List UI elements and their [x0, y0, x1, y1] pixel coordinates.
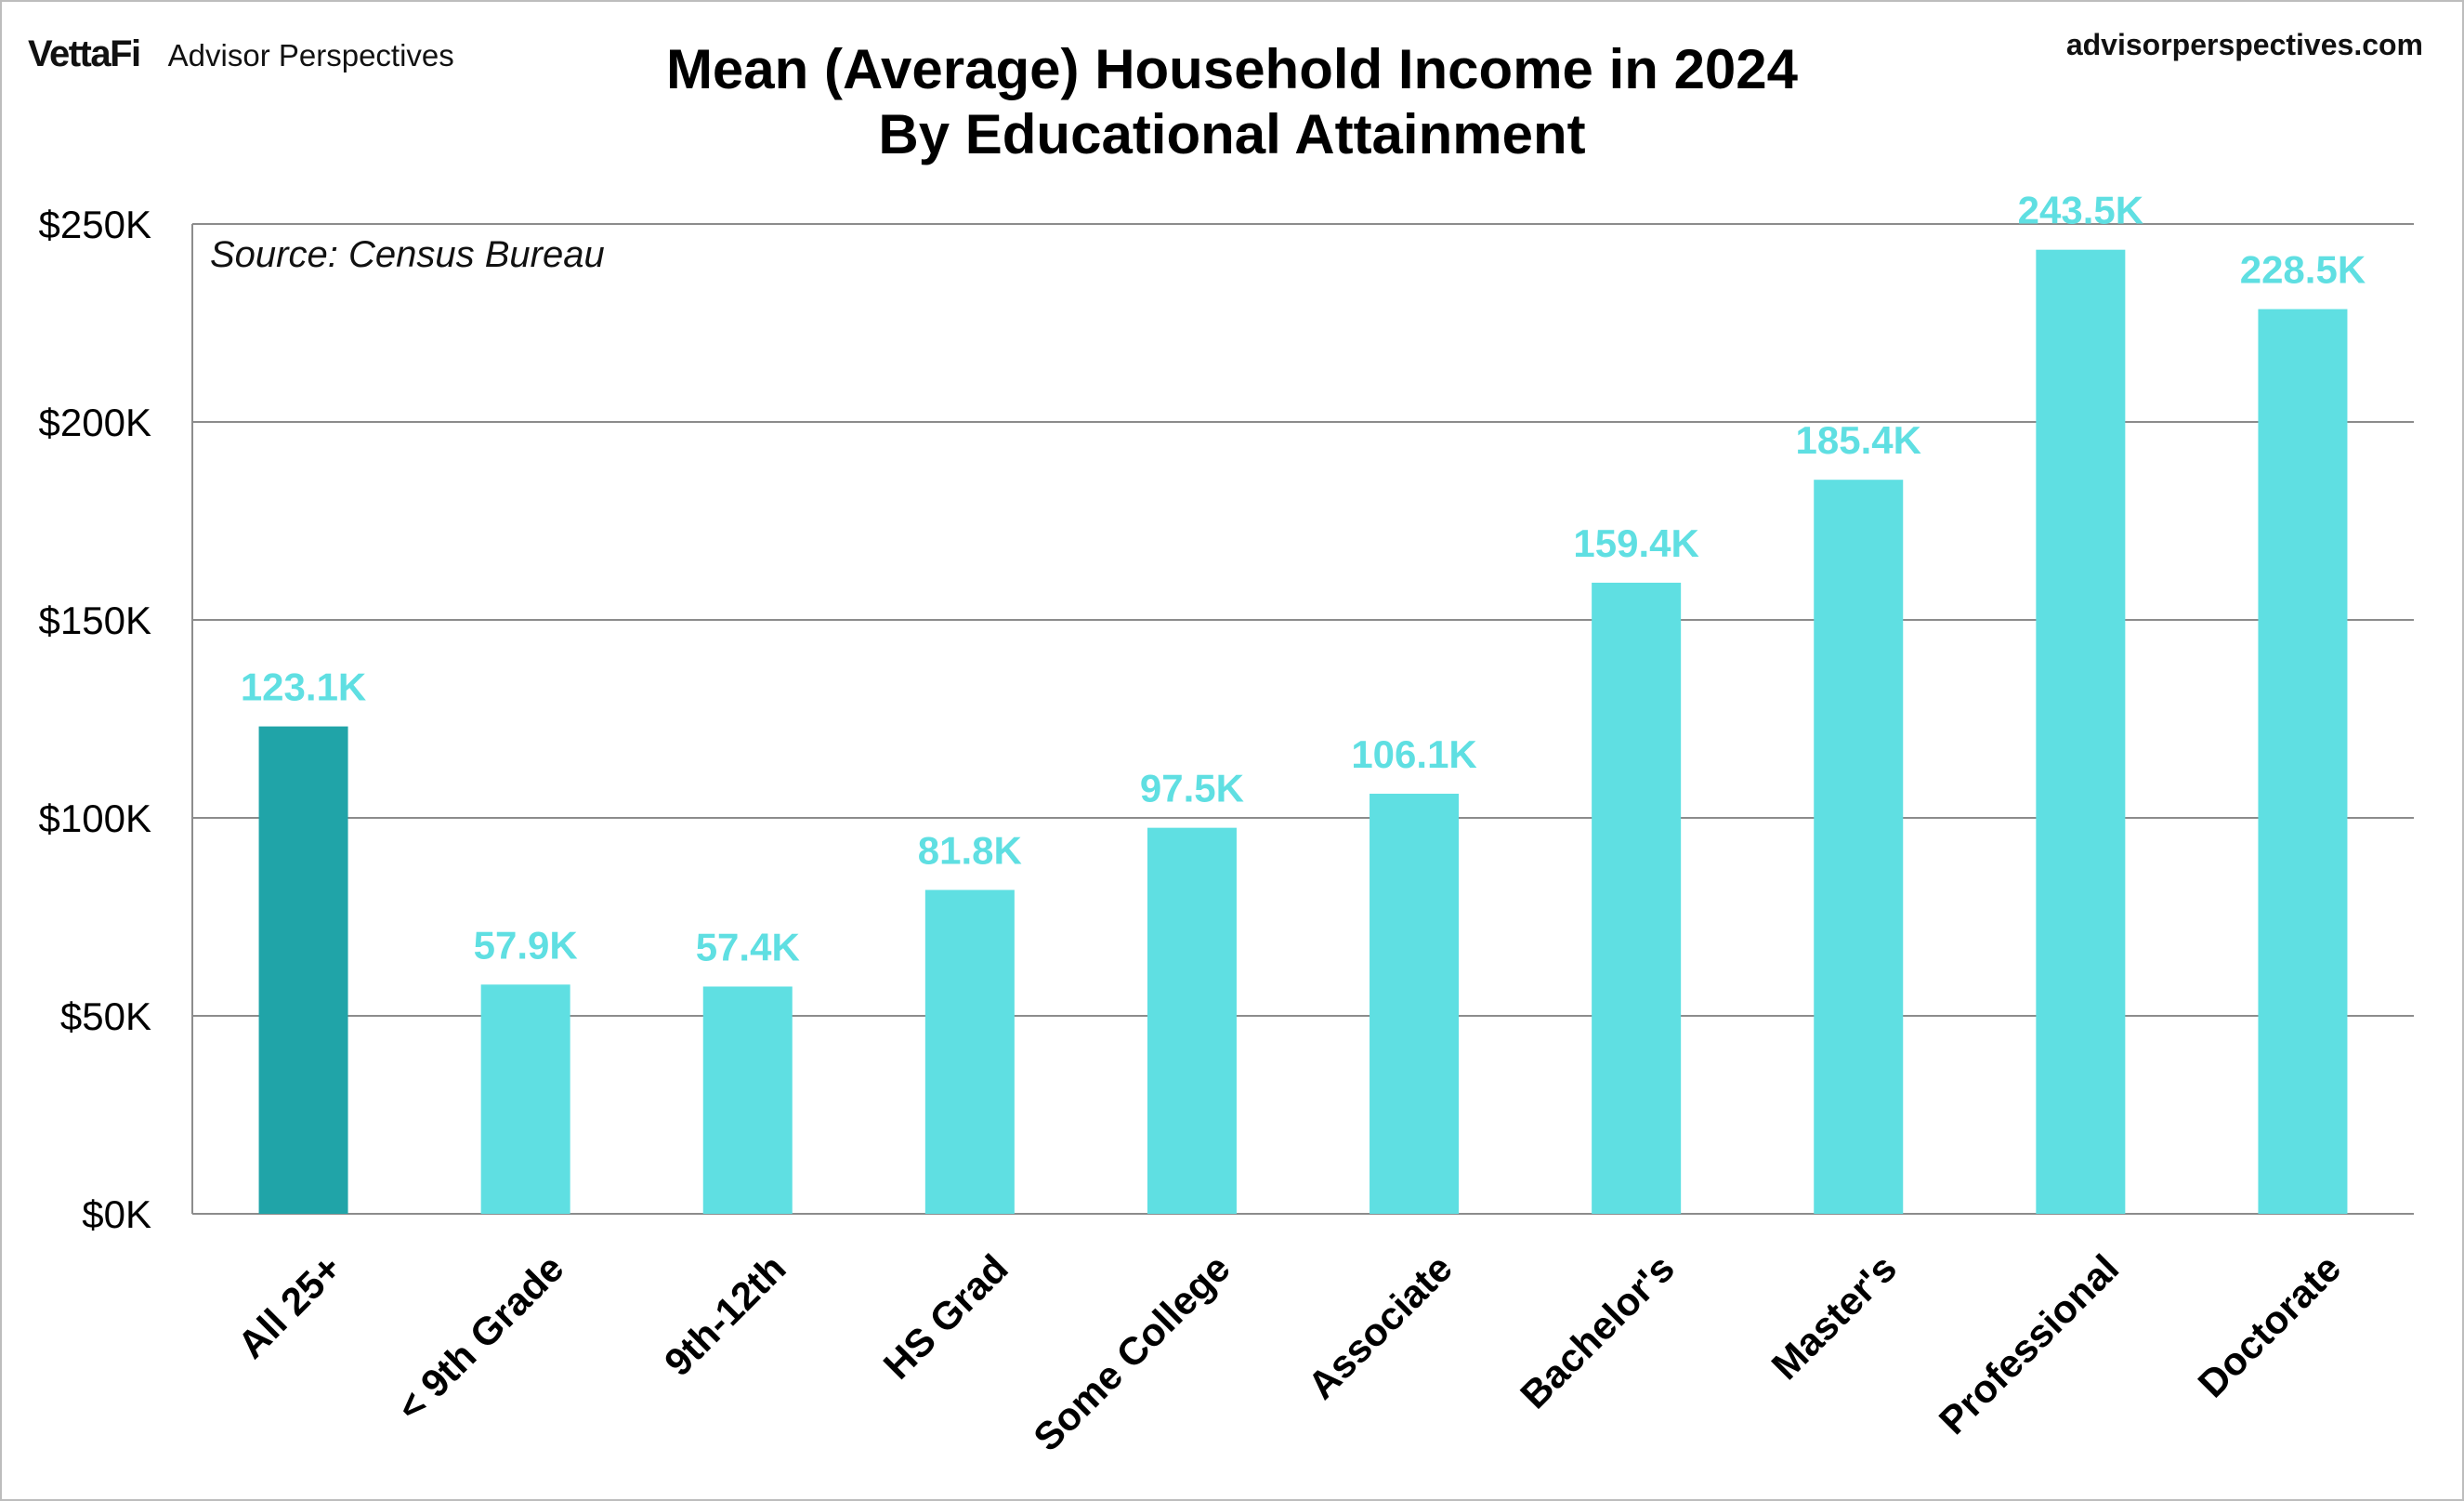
- bar: [1592, 582, 1682, 1214]
- x-tick-label: Some College: [1025, 1246, 1239, 1460]
- x-tick-label: Associate: [1299, 1246, 1461, 1408]
- data-label: 57.9K: [474, 923, 578, 967]
- chart-subtitle: By Educational Attainment: [878, 103, 1586, 165]
- y-tick-label: $200K: [39, 401, 151, 444]
- x-tick-label: Doctorate: [2189, 1246, 2349, 1406]
- x-tick-label: Bachelor's: [1512, 1246, 1683, 1417]
- x-tick-label: < 9th Grade: [388, 1246, 571, 1429]
- data-label: 159.4K: [1573, 521, 1698, 565]
- chart-title: Mean (Average) Household Income in 2024: [665, 38, 1799, 100]
- y-tick-label: $100K: [39, 797, 151, 840]
- bar: [480, 984, 570, 1214]
- x-tick-label: HS Grad: [875, 1246, 1016, 1388]
- bar: [1814, 480, 1904, 1214]
- bar: [2258, 309, 2348, 1215]
- y-tick-label: $0K: [82, 1192, 151, 1236]
- chart-title-block: Mean (Average) Household Income in 2024 …: [0, 37, 2464, 167]
- data-label: 243.5K: [2018, 189, 2143, 232]
- y-tick-label: $150K: [39, 599, 151, 642]
- bar: [258, 726, 348, 1214]
- data-label: 123.1K: [241, 665, 366, 709]
- data-label: 81.8K: [918, 829, 1022, 873]
- data-label: 185.4K: [1796, 418, 1921, 462]
- data-label: 57.4K: [696, 925, 800, 968]
- y-tick-label: $50K: [60, 994, 151, 1038]
- vettafi-logo-text: VettaFi: [28, 33, 141, 74]
- advisor-perspectives-text: Advisor Perspectives: [167, 38, 454, 72]
- site-url: advisorperspectives.com: [2065, 28, 2423, 61]
- brand-logo: VettaFi Advisor Perspectives: [28, 33, 454, 75]
- bar: [1147, 827, 1237, 1214]
- bar: [1370, 794, 1460, 1214]
- x-tick-label: Master's: [1763, 1246, 1906, 1389]
- x-tick-label: All 25+: [229, 1246, 350, 1367]
- x-tick-label: Professional: [1931, 1246, 2127, 1442]
- y-tick-label: $250K: [39, 203, 151, 246]
- bar: [702, 986, 793, 1214]
- bar: [924, 889, 1015, 1214]
- source-note: Source: Census Bureau: [210, 234, 605, 275]
- data-label: 106.1K: [1351, 732, 1476, 776]
- x-tick-label: 9th-12th: [656, 1246, 794, 1385]
- bar: [2036, 249, 2126, 1215]
- data-label: 97.5K: [1140, 767, 1244, 810]
- data-label: 228.5K: [2240, 248, 2366, 292]
